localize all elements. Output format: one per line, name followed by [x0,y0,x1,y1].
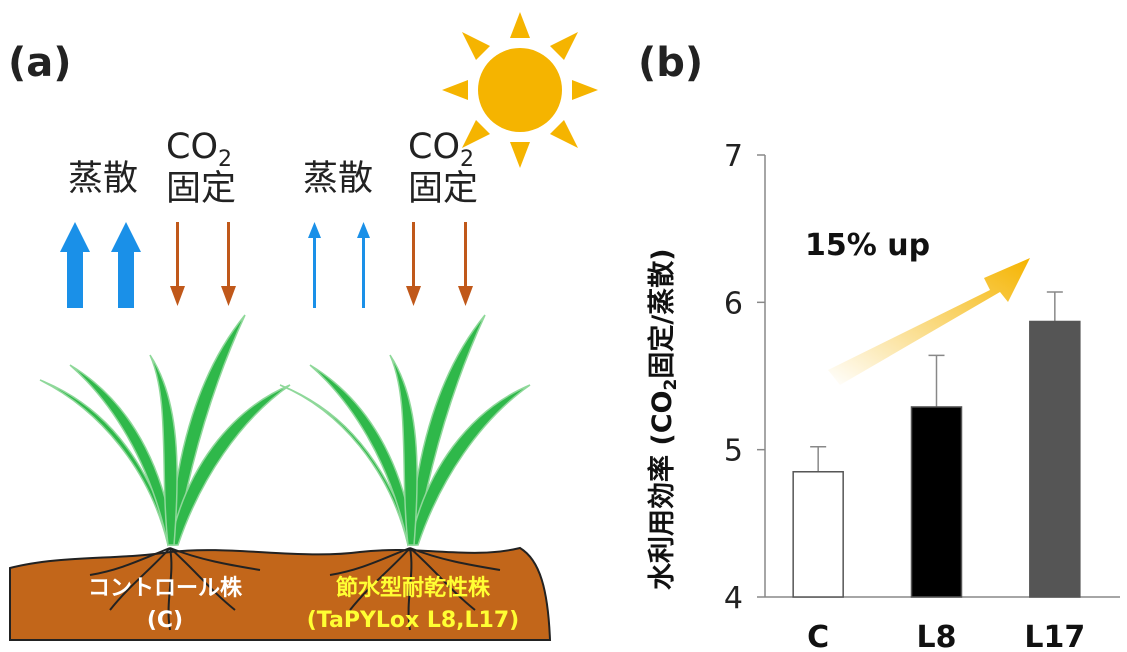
co2-label-left: CO2 [166,128,232,179]
control-strain-code: (C) [146,608,184,633]
co2-subscript: 2 [218,147,232,172]
transpiration-label-right: 蒸散 [303,159,374,199]
soil-shape [9,546,552,641]
y-tick-label: 4 [724,581,743,616]
fixation-arrow-icon [170,222,473,306]
x-tick-label: L8 [917,620,957,652]
y-axis-label-prefix: 水利用効率 (CO [647,390,678,590]
y-tick-label: 6 [724,286,743,321]
co2-label-right: CO2 [408,128,474,179]
tolerant-strain-name: 節水型耐乾性株 [335,576,490,601]
panel-a-label: (a) [8,40,72,86]
fixation-label-right: 固定 [408,169,479,209]
y-tick-label: 5 [724,434,743,469]
transpiration-label-left: 蒸散 [68,159,139,199]
tolerant-strain-code: (TaPYLox L8,L17) [306,608,520,633]
transpiration-arrow-icon [308,222,370,308]
y-axis-label-subscript: 2 [661,378,681,391]
bar-l17 [1029,320,1081,598]
x-tick-label: L17 [1024,620,1085,652]
increase-arrow-icon [828,258,1030,385]
control-strain-name: コントロール株 [87,576,242,601]
control-plant [39,314,291,547]
transpiration-arrow-icon [60,222,141,308]
root-system [89,547,501,631]
y-axis-label-suffix: 固定/蒸散) [647,248,678,379]
y-tick-label: 7 [724,139,743,174]
fixation-label-left: 固定 [166,169,237,209]
co2-text: CO [166,127,218,167]
x-tick-label: C [807,620,829,652]
sun-icon [442,12,598,168]
bar-l8 [910,406,963,598]
tolerant-plant [279,314,531,547]
co2-text: CO [408,127,460,167]
co2-subscript: 2 [460,147,474,172]
bar-c [792,471,844,598]
y-axis-label: 水利用効率 (CO2固定/蒸散) [640,248,681,590]
increase-annotation: 15% up [805,228,930,263]
panel-b-label: (b) [638,40,704,86]
control-strain-label: コントロール株 (C) [60,570,270,633]
tolerant-strain-label: 節水型耐乾性株 (TaPYLox L8,L17) [282,570,544,633]
